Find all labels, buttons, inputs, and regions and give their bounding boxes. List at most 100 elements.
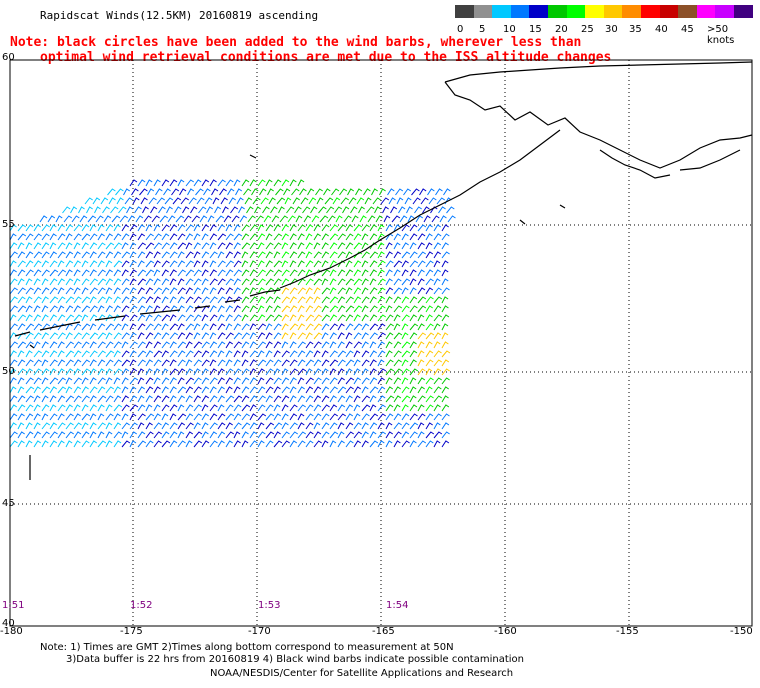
wind-barb [137, 377, 145, 385]
wind-barb [145, 233, 154, 241]
wind-barb [97, 269, 106, 277]
wind-barb [145, 359, 153, 367]
wind-barb [113, 323, 122, 331]
wind-barb [345, 386, 354, 394]
wind-barb [339, 188, 348, 196]
wind-barb [441, 386, 449, 394]
wind-barb [419, 188, 427, 196]
wind-barb [385, 242, 393, 250]
legend-swatch [696, 5, 716, 18]
wind-barb [249, 422, 258, 430]
wind-barb [153, 242, 162, 250]
wind-barb [185, 179, 195, 187]
wind-barb [265, 359, 274, 367]
wind-barb [233, 179, 241, 187]
wind-barb [425, 305, 433, 313]
wind-barb [361, 359, 370, 367]
wind-barb [233, 377, 241, 385]
wind-barb [65, 386, 73, 394]
wind-barb [105, 440, 113, 448]
wind-barb [353, 350, 361, 358]
wind-barb [97, 251, 106, 259]
wind-barb [337, 341, 345, 349]
wind-barb [249, 404, 257, 412]
wind-barb [305, 431, 314, 439]
wind-barb [217, 242, 226, 250]
lon-label-165: -165 [372, 626, 395, 637]
wind-barb [65, 413, 74, 421]
wind-barb [225, 269, 234, 277]
wind-barb [249, 395, 258, 403]
wind-barb [409, 413, 418, 421]
wind-barb [17, 395, 26, 403]
wind-barb [265, 332, 273, 340]
wind-barb [249, 260, 257, 268]
wind-barb [153, 440, 162, 448]
wind-barb [377, 368, 387, 376]
wind-barb [265, 251, 273, 259]
wind-barb [361, 440, 369, 448]
legend-swatch [659, 5, 679, 18]
wind-barb [281, 350, 290, 358]
wind-barb [401, 314, 410, 322]
wind-barb [401, 350, 411, 358]
legend-swatch [510, 5, 530, 18]
wind-barb [201, 314, 209, 322]
wind-barb [105, 242, 115, 250]
wind-barb [377, 341, 385, 349]
wind-barb [377, 440, 385, 448]
wind-barb [329, 359, 339, 367]
wind-barb [353, 404, 361, 412]
wind-barb [129, 305, 138, 313]
wind-barb [161, 431, 170, 439]
legend-label-20: 20 [555, 24, 568, 35]
wind-barb [393, 296, 402, 304]
wind-barb [129, 269, 137, 277]
wind-barb [185, 368, 194, 376]
wind-barb [361, 413, 370, 421]
wind-barb [249, 278, 258, 286]
coastline-segment [599, 149, 741, 179]
legend-label-15: 15 [529, 24, 542, 35]
wind-barb [273, 440, 283, 448]
wind-barb [225, 368, 234, 376]
wind-barb [169, 440, 178, 448]
wind-barb [97, 359, 106, 367]
wind-barb [129, 224, 138, 232]
wind-barb [55, 215, 63, 223]
wind-barb [137, 179, 146, 187]
wind-barb [145, 350, 154, 358]
wind-barb [161, 440, 171, 448]
wind-barb [345, 269, 354, 277]
wind-barb [164, 197, 174, 205]
wind-barb [57, 287, 65, 295]
wind-barb [329, 332, 337, 340]
wind-barb [81, 422, 89, 430]
wind-barb [257, 395, 266, 403]
wind-barb [17, 314, 27, 322]
wind-barb [297, 260, 305, 268]
legend-swatch [715, 5, 735, 18]
wind-barb [265, 224, 274, 232]
wind-barb [361, 242, 369, 250]
legend-label-50plus: >50 knots [707, 24, 735, 46]
wind-barb [385, 323, 394, 331]
wind-barb [89, 395, 97, 403]
wind-barb [329, 233, 339, 241]
footer-note-line1: Note: 1) Times are GMT 2)Times along bot… [40, 642, 454, 653]
wind-barb [217, 395, 225, 403]
wind-barb [273, 233, 283, 241]
wind-barb [265, 269, 274, 277]
wind-barb [409, 233, 418, 241]
wind-barb [57, 395, 66, 403]
wind-barb [265, 305, 273, 313]
wind-barb [353, 323, 363, 331]
wind-barb [305, 305, 314, 313]
wind-barb [430, 206, 438, 214]
coastline-segment [14, 289, 281, 337]
wind-barb [433, 368, 442, 376]
wind-barb [409, 386, 417, 394]
wind-barb [369, 359, 377, 367]
wind-barb [433, 359, 443, 367]
wind-barb [188, 197, 197, 205]
